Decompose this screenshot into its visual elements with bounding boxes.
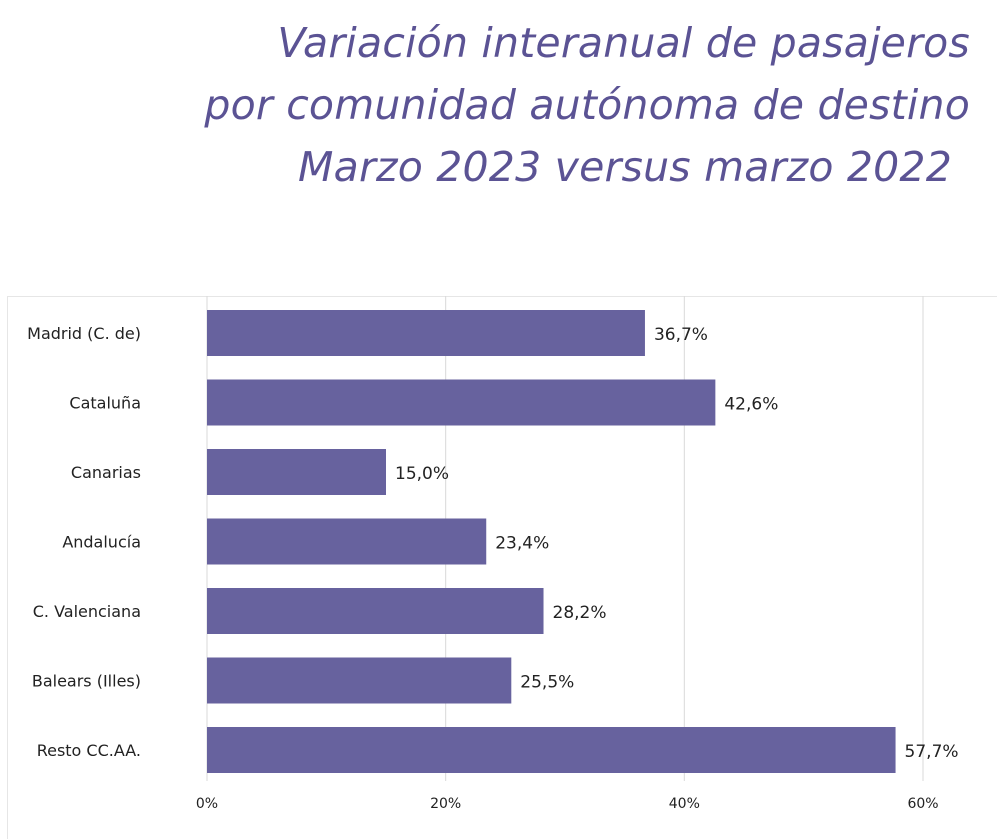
chart-title-line-2: por comunidad autónoma de destino: [204, 81, 970, 129]
value-label: 25,5%: [520, 673, 574, 693]
plot-frame: [7, 296, 997, 839]
category-label: Madrid (C. de): [27, 324, 141, 343]
x-tick-label: 20%: [430, 796, 461, 812]
category-label: Cataluña: [69, 394, 141, 413]
bar-3: [207, 518, 487, 565]
bar-6: [207, 727, 896, 773]
labels: 0% 20% 40% 60% Madrid (C. de) 36,7% Cataluña 42…: [27, 324, 958, 812]
bar-1: [207, 379, 716, 426]
x-tick-label: 0%: [196, 796, 218, 812]
value-label: 42,6%: [724, 395, 778, 415]
category-label: Balears (Illes): [32, 672, 141, 691]
value-label: 57,7%: [905, 742, 959, 762]
value-label: 36,7%: [654, 325, 708, 345]
category-label: Canarias: [71, 463, 141, 482]
category-label: Resto CC.AA.: [37, 741, 141, 760]
bar-0: [207, 310, 645, 356]
bars: [207, 310, 896, 773]
value-label: 23,4%: [495, 534, 549, 554]
chart-title-line-1: Variación interanual de pasajeros: [277, 19, 970, 67]
category-label: Andalucía: [62, 533, 141, 552]
category-label: C. Valenciana: [33, 602, 141, 621]
bar-4: [207, 588, 544, 634]
x-tick-label: 40%: [669, 796, 700, 812]
chart-title-line-3: Marzo 2023 versus marzo 2022: [298, 143, 952, 191]
chart-title: Variación interanual de pasajeros por co…: [30, 12, 970, 198]
bar-5: [207, 657, 512, 704]
bar-2: [207, 449, 386, 495]
x-tick-label: 60%: [907, 796, 938, 812]
value-label: 15,0%: [395, 464, 449, 484]
value-label: 28,2%: [553, 603, 607, 623]
